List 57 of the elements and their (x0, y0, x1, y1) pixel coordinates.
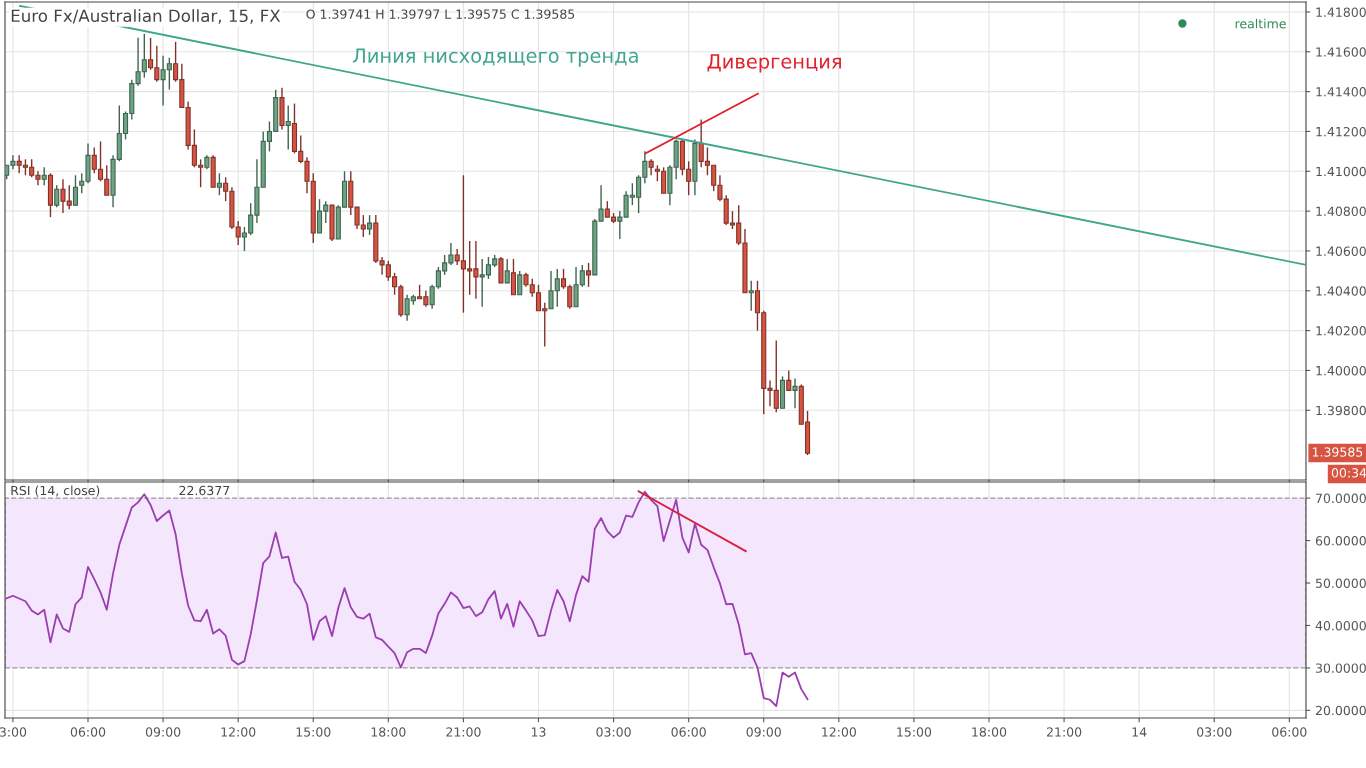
candlestick (72, 174, 79, 206)
y-tick-label: 30.0000 (1315, 663, 1366, 673)
x-tick-label: 12:00 (822, 727, 857, 737)
x-tick-label: 06:00 (70, 727, 106, 737)
y-tick-label: 70.0000 (1316, 493, 1366, 504)
x-tick-label: 06:00 (1272, 727, 1307, 737)
candlestick (285, 104, 291, 151)
x-tick-label: 12:00 (221, 727, 256, 737)
text: 00:34 (1331, 468, 1366, 478)
x-tick-label: 21:00 (1046, 727, 1082, 737)
x-tick-label: 06:00 (671, 727, 706, 737)
x-tick-label: 13 (531, 727, 546, 737)
y-tick-label: 1.40000 (1316, 365, 1366, 376)
candlestick (216, 172, 222, 196)
candlestick (498, 256, 504, 284)
candlestick (748, 280, 754, 312)
chart-title: RSI (14, close) (11, 485, 100, 497)
y-tick-label: 1.40600 (1316, 246, 1366, 256)
x-tick-label: 03:00 (596, 727, 631, 737)
x-tick-label: 18:00 (371, 727, 406, 737)
candlestick (792, 377, 798, 409)
y-tick-label: 1.40400 (1316, 286, 1366, 296)
x-tick-label: 15:00 (296, 727, 331, 737)
x-tick-label: 21:00 (446, 727, 481, 737)
series-label: Линия нисходящего тренда (352, 48, 638, 67)
y-tick-label: 1.41200 (1316, 126, 1366, 137)
y-tick-label: 1.41000 (1316, 166, 1366, 177)
y-tick-label: 1.39800 (1316, 405, 1366, 416)
x-tick-label: 15:00 (897, 727, 932, 737)
y-tick-label: 1.41400 (1316, 87, 1366, 97)
x-tick-label: 09:00 (145, 727, 181, 737)
x-tick-label: 3:00 (0, 727, 27, 737)
y-tick-label: 40.0000 (1315, 620, 1366, 631)
y-tick-label: 20.0000 (1315, 705, 1366, 716)
annotation: realtime (1235, 18, 1286, 29)
candlestick (510, 258, 517, 296)
x-tick-label: 18:00 (972, 727, 1007, 737)
chart-subtitle: O 1.39741 H 1.39797 L 1.39575 C 1.39585 (306, 9, 575, 19)
candlestick (517, 270, 523, 296)
candlestick (585, 262, 592, 288)
candlestick (367, 214, 373, 236)
x-tick-label: 03:00 (1197, 727, 1232, 737)
y-tick-label: 1.40200 (1316, 326, 1366, 336)
y-tick-label: 60.0000 (1315, 536, 1366, 546)
y-tick-label: 1.40800 (1316, 206, 1366, 217)
x-tick-label: 09:00 (746, 727, 781, 737)
x-tick-label: 14 (1132, 727, 1147, 737)
candlestick (504, 258, 510, 284)
y-tick-label: 1.41600 (1316, 47, 1366, 57)
candlestick (54, 184, 60, 208)
text: 1.39585 (1312, 447, 1363, 457)
candlestick (786, 369, 792, 392)
y-tick-label: 50.0000 (1315, 578, 1366, 588)
series-label: Дивергенция (707, 54, 841, 73)
chart-title: Euro Fx/Australian Dollar, 15, FX (11, 9, 281, 24)
y-tick-label: 1.41800 (1316, 7, 1366, 17)
chart-subtitle: 22.6377 (179, 485, 230, 496)
